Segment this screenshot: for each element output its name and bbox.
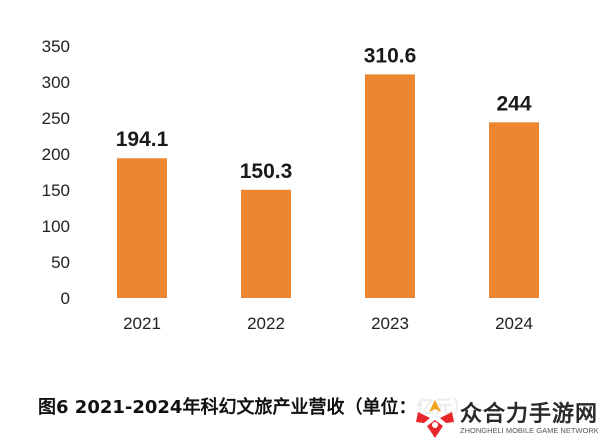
bar [365,74,415,298]
x-tick-label: 2023 [371,314,409,333]
watermark-logo-icon [416,400,454,438]
y-tick-label: 150 [42,181,70,200]
bar [489,122,539,298]
y-tick-label: 0 [61,289,70,308]
x-tick-label: 2024 [495,314,533,333]
bar-chart: 0 50 100 150 200 250 300 350 194.1 150.3 310.6 244… [42,37,539,333]
y-tick-label: 350 [42,37,70,56]
x-axis-categories: 2021 2022 2023 2024 [123,314,533,333]
bar [117,158,167,298]
watermark-name: 众合力手游网 [460,402,599,427]
watermark: 众合力手游网 ZHONGHELI MOBILE GAME NETWORK [408,394,604,445]
bars [117,74,539,298]
watermark-subtitle: ZHONGHELI MOBILE GAME NETWORK [460,426,599,435]
bar [241,189,291,298]
data-label: 194.1 [116,128,169,151]
y-tick-label: 200 [42,145,70,164]
y-tick-label: 300 [42,73,70,92]
data-label: 150.3 [240,160,293,183]
y-tick-label: 50 [51,253,70,272]
x-tick-label: 2022 [247,314,285,333]
figure-caption: 图6 2021-2024年科幻文旅产业营收（单位：亿元） [38,397,471,418]
y-tick-label: 250 [42,109,70,128]
data-labels: 194.1 150.3 310.6 244 [116,44,532,182]
y-axis-ticks: 0 50 100 150 200 250 300 350 [42,37,70,308]
data-label: 310.6 [364,44,417,67]
x-tick-label: 2021 [123,314,161,333]
data-label: 244 [496,92,531,115]
y-tick-label: 100 [42,217,70,236]
